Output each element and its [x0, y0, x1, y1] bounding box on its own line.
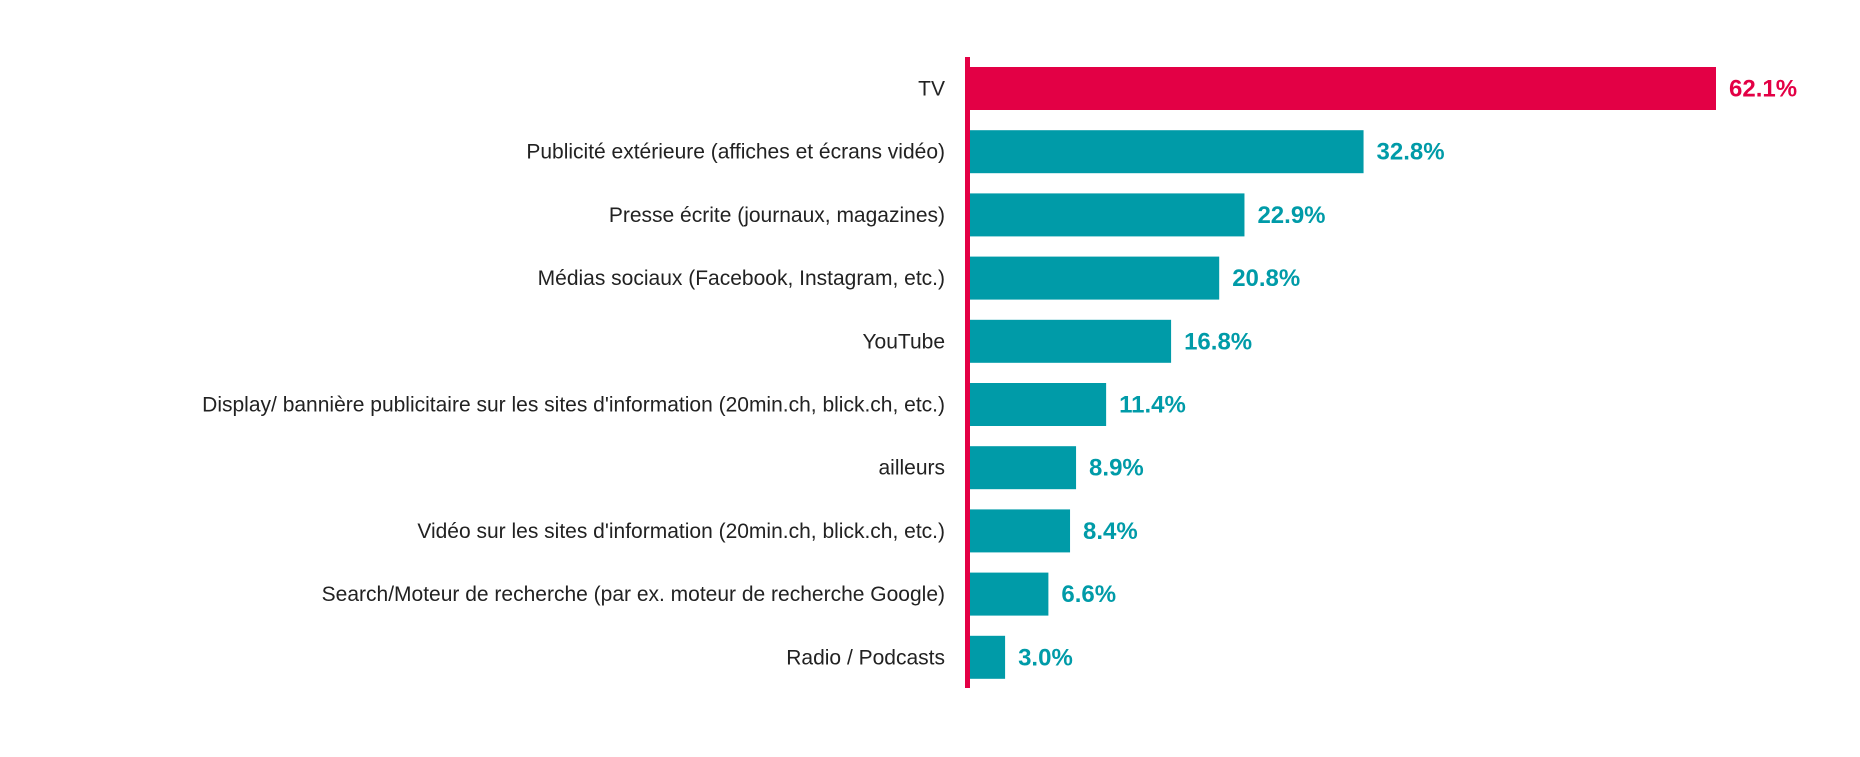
value-label: 8.4%: [1083, 518, 1138, 545]
bar: [969, 67, 1716, 110]
bar: [969, 130, 1364, 174]
category-label: ailleurs: [878, 457, 945, 480]
bar: [969, 446, 1077, 490]
value-label: 3.0%: [1018, 644, 1073, 671]
category-label: Display/ bannière publicitaire sur les s…: [202, 394, 945, 417]
bar: [969, 509, 1071, 553]
value-label: 11.4%: [1119, 392, 1186, 419]
category-label: YouTube: [862, 330, 945, 353]
bar: [969, 383, 1107, 426]
value-label: 22.9%: [1257, 202, 1325, 229]
bar: [969, 193, 1245, 237]
bar: [969, 319, 1172, 363]
category-label: Presse écrite (journaux, magazines): [609, 204, 945, 227]
category-label: Search/Moteur de recherche (par ex. mote…: [322, 583, 945, 606]
y-axis-line: [965, 57, 970, 688]
category-label: Publicité extérieure (affiches et écrans…: [526, 141, 945, 164]
category-label: Médias sociaux (Facebook, Instagram, etc…: [538, 267, 945, 290]
value-label: 8.9%: [1089, 455, 1144, 482]
value-label: 62.1%: [1729, 76, 1797, 103]
bar: [969, 572, 1049, 616]
category-label: TV: [918, 78, 945, 101]
value-label: 32.8%: [1377, 139, 1445, 166]
value-label: 6.6%: [1061, 581, 1116, 608]
category-label: Radio / Podcasts: [786, 646, 945, 669]
bar: [969, 635, 1006, 679]
value-label: 16.8%: [1184, 328, 1252, 355]
bar: [969, 256, 1220, 300]
value-label: 20.8%: [1232, 265, 1300, 292]
category-label: Vidéo sur les sites d'information (20min…: [417, 520, 945, 543]
